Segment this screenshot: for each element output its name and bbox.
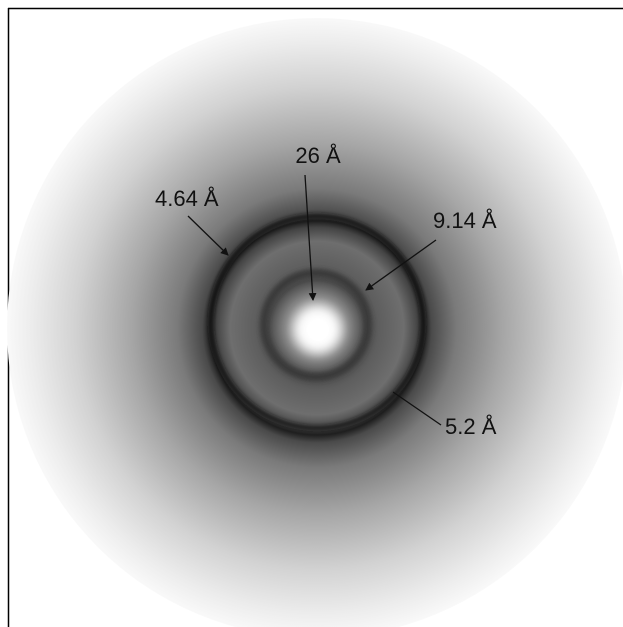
label-9-14: 9.14 Å <box>433 208 497 233</box>
beam-center <box>307 319 329 341</box>
label-5-2: 5.2 Å <box>445 414 497 439</box>
label-26: 26 Å <box>295 143 341 168</box>
diffraction-figure: 26 Å 4.64 Å 9.14 Å 5.2 Å <box>0 0 623 627</box>
label-4-64: 4.64 Å <box>155 186 219 211</box>
